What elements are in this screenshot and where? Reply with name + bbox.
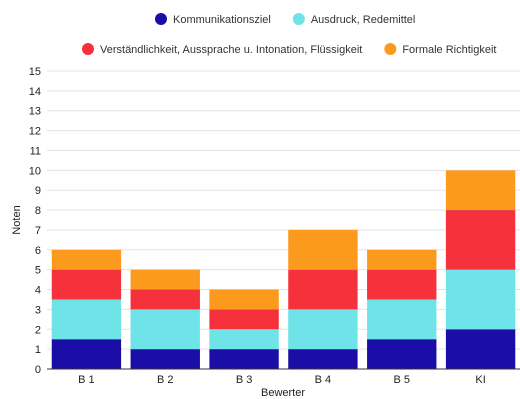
legend: Kommunikationsziel Ausdruck, Redemittel Ve… xyxy=(82,13,496,56)
legend-item-ausdruck-redemittel: Ausdruck, Redemittel xyxy=(292,13,416,26)
legend-swatch xyxy=(384,43,397,55)
bar-segment-b-2-verst-ndlichkeit-aussprache-u-intonation-fl-ssigkeit xyxy=(130,289,200,310)
y-tick-label: 6 xyxy=(35,245,41,257)
x-tick-label: KI xyxy=(475,374,485,386)
y-tick-label: 2 xyxy=(35,324,41,336)
bar-segment-b-4-kommunikationsziel xyxy=(288,349,358,369)
x-tick-label: B 1 xyxy=(78,374,95,386)
bar-segment-b-2-formale-richtigkeit xyxy=(130,269,200,290)
legend-item-verst-ndlichkeit-aussprache-u-intonation-fl-ssigkeit: Verständlichkeit, Aussprache u. Intonati… xyxy=(82,43,362,56)
x-tick-label: B 2 xyxy=(157,374,174,386)
bar-segment-b-4-ausdruck-redemittel xyxy=(288,309,358,350)
x-tick-label: B 5 xyxy=(393,374,410,386)
bar-segment-b-1-ausdruck-redemittel xyxy=(51,299,122,340)
bar-segment-b-5-verst-ndlichkeit-aussprache-u-intonation-fl-ssigkeit xyxy=(367,269,437,300)
legend-label: Formale Richtigkeit xyxy=(402,44,496,56)
x-tick-label: B 3 xyxy=(236,374,253,386)
bar-segment-b-3-verst-ndlichkeit-aussprache-u-intonation-fl-ssigkeit xyxy=(209,309,279,330)
y-tick-label: 1 xyxy=(35,344,41,356)
x-axis-title: Bewerter xyxy=(261,387,305,399)
bar-segment-b-3-kommunikationsziel xyxy=(209,349,279,369)
bar-segment-b-5-kommunikationsziel xyxy=(367,339,437,369)
x-axis-ticks: B 1 B 2 B 3 B 4 B 5 KI xyxy=(78,374,486,386)
bar-segment-b-1-formale-richtigkeit xyxy=(51,249,122,270)
gridlines xyxy=(47,70,520,350)
legend-item-formale-richtigkeit: Formale Richtigkeit xyxy=(384,43,496,56)
bar-segment-b-3-ausdruck-redemittel xyxy=(209,329,279,350)
y-tick-label: 12 xyxy=(29,126,41,138)
bar-segment-b-1-verst-ndlichkeit-aussprache-u-intonation-fl-ssigkeit xyxy=(51,269,122,300)
y-tick-label: 0 xyxy=(35,364,41,376)
legend-label: Ausdruck, Redemittel xyxy=(311,14,416,26)
bar-segment-b-5-ausdruck-redemittel xyxy=(367,299,437,340)
bar-segment-b-2-kommunikationsziel xyxy=(130,349,200,369)
legend-item-kommunikationsziel: Kommunikationsziel xyxy=(155,13,271,26)
y-axis-title: Noten xyxy=(11,205,23,234)
bar-segment-b-4-verst-ndlichkeit-aussprache-u-intonation-fl-ssigkeit xyxy=(288,269,358,310)
y-tick-label: 10 xyxy=(29,165,41,177)
legend-swatch xyxy=(82,43,94,55)
bar-segment-ki-kommunikationsziel xyxy=(445,329,516,369)
y-tick-label: 9 xyxy=(35,185,41,197)
bars xyxy=(51,170,516,369)
bar-segment-b-5-formale-richtigkeit xyxy=(367,249,437,270)
bar-segment-b-4-formale-richtigkeit xyxy=(288,229,358,270)
legend-swatch xyxy=(292,13,305,25)
bar-segment-ki-formale-richtigkeit xyxy=(445,170,516,211)
y-tick-label: 11 xyxy=(30,145,41,157)
bar-segment-ki-verst-ndlichkeit-aussprache-u-intonation-fl-ssigkeit xyxy=(445,210,516,270)
y-tick-label: 4 xyxy=(35,285,41,297)
y-tick-label: 14 xyxy=(29,86,41,98)
y-tick-label: 7 xyxy=(35,225,41,237)
y-tick-label: 15 xyxy=(29,66,41,78)
bar-segment-b-3-formale-richtigkeit xyxy=(209,289,279,310)
legend-label: Kommunikationsziel xyxy=(173,14,271,26)
legend-label: Verständlichkeit, Aussprache u. Intonati… xyxy=(100,44,362,56)
x-tick-label: B 4 xyxy=(315,374,332,386)
y-tick-label: 13 xyxy=(29,106,41,118)
legend-swatch xyxy=(155,13,167,25)
y-tick-label: 8 xyxy=(35,205,41,217)
bar-segment-b-1-kommunikationsziel xyxy=(51,339,122,369)
y-tick-label: 3 xyxy=(35,304,41,316)
y-tick-label: 5 xyxy=(35,265,41,277)
bar-segment-ki-ausdruck-redemittel xyxy=(445,269,516,330)
bar-segment-b-2-ausdruck-redemittel xyxy=(130,309,200,350)
